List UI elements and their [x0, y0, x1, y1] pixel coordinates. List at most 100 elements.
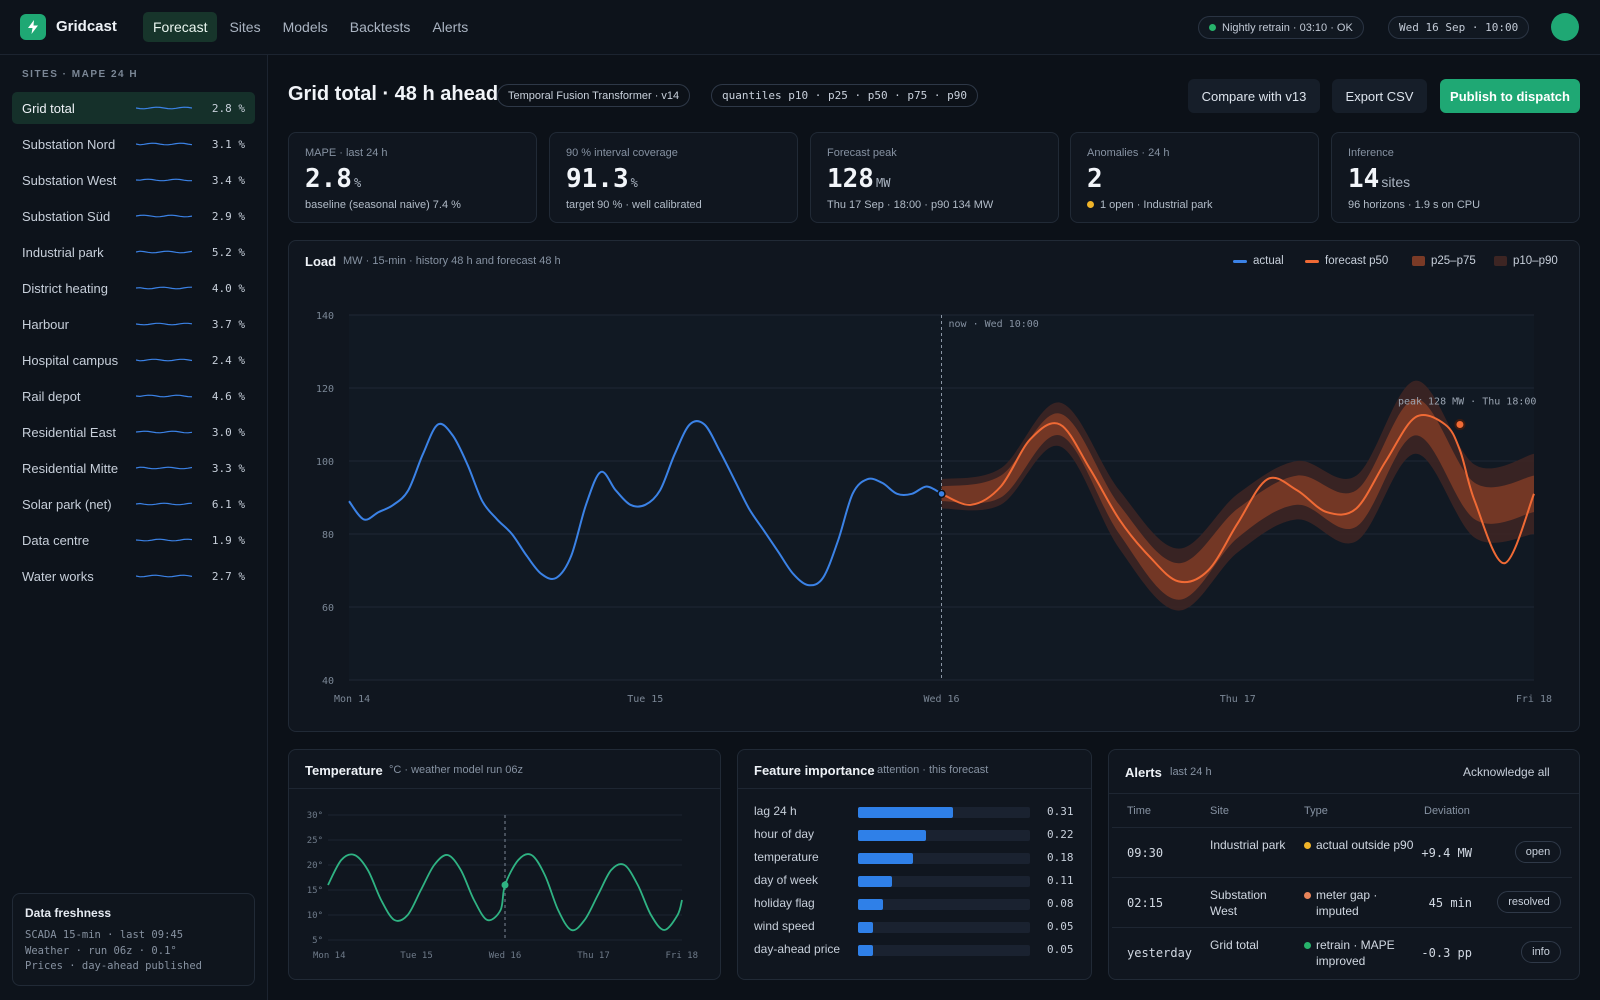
kpi-value: 2: [1087, 164, 1103, 194]
site-mape-value: 6.1 %: [211, 497, 245, 511]
feature-row: lag 24 h 0.31: [754, 801, 1074, 823]
feature-row: temperature 0.18: [754, 847, 1074, 869]
column-header-site[interactable]: Site: [1210, 805, 1229, 817]
feature-bar: [858, 899, 883, 910]
nav-models[interactable]: Models: [282, 19, 328, 35]
sidebar-item-site[interactable]: Rail depot 4.6 %: [12, 380, 255, 412]
kpi-value: 128 MW: [827, 164, 891, 194]
sidebar-item-site[interactable]: Substation West 3.4 %: [12, 164, 255, 196]
legend-p25-p75[interactable]: p25–p75: [1412, 255, 1476, 267]
kpi-inference: Inference 14 sites 96 horizons · 1.9 s on…: [1331, 132, 1580, 223]
sparkline: [136, 142, 192, 146]
nav-forecast[interactable]: Forecast: [143, 12, 218, 42]
status-badge[interactable]: resolved: [1497, 891, 1561, 913]
legend-p10-p90[interactable]: p10–p90: [1494, 255, 1558, 267]
peak-label: peak 128 MW · Thu 18:00: [1398, 397, 1536, 408]
sidebar-item-site[interactable]: Harbour 3.7 %: [12, 308, 255, 340]
sparkline: [136, 250, 192, 254]
retrain-status-pill[interactable]: Nightly retrain · 03:10 · OK: [1198, 16, 1364, 39]
site-name: Data centre: [22, 532, 90, 548]
feature-bar: [858, 945, 874, 956]
column-header-time[interactable]: Time: [1127, 805, 1152, 817]
sidebar-item-site[interactable]: District heating 4.0 %: [12, 272, 255, 304]
legend-swatch: [1412, 256, 1425, 266]
compare-button[interactable]: Compare with v13: [1188, 79, 1320, 113]
y-tick-label: 40: [322, 676, 334, 687]
load-chart[interactable]: 40 60 80 100 120 140 Mon 14 Tue 15 Wed 16 Thu 17 F…: [289, 290, 1579, 715]
user-avatar[interactable]: [1551, 13, 1579, 41]
site-mape-value: 2.9 %: [211, 209, 245, 223]
column-header-type[interactable]: Type: [1304, 805, 1328, 817]
legend-actual[interactable]: actual: [1233, 255, 1284, 267]
legend-forecast-p50[interactable]: forecast p50: [1305, 255, 1388, 267]
kpi-label: Anomalies · 24 h: [1087, 147, 1170, 159]
feature-value: 0.05: [1047, 920, 1074, 933]
legend-swatch: [1494, 256, 1507, 266]
status-badge[interactable]: info: [1521, 941, 1561, 963]
feature-bar: [858, 876, 892, 887]
sidebar-item-site[interactable]: Hospital campus 2.4 %: [12, 344, 255, 376]
peak-marker: [1454, 419, 1466, 430]
feature-row: day-ahead price 0.05: [754, 939, 1074, 961]
table-row[interactable]: 09:30 Industrial park actual outside p90 +9…: [1112, 827, 1572, 877]
x-tick-label: Mon 14: [334, 694, 370, 705]
site-mape-value: 2.7 %: [211, 569, 245, 583]
sparkline: [136, 394, 192, 398]
quantiles-chip[interactable]: quantiles p10 · p25 · p50 · p75 · p90: [711, 84, 979, 107]
freshness-scada: SCADA 15-min · last 09:45: [25, 929, 184, 941]
band-p25-p75: [941, 398, 1534, 600]
site-name: Harbour: [22, 316, 69, 332]
sidebar-item-site[interactable]: Solar park (net) 6.1 %: [12, 488, 255, 520]
sidebar-item-site[interactable]: Water works 2.7 %: [12, 560, 255, 592]
sidebar-item-site[interactable]: Data centre 1.9 %: [12, 524, 255, 556]
site-name: Grid total: [22, 100, 75, 116]
nav-sites[interactable]: Sites: [229, 19, 261, 35]
sidebar-item-site[interactable]: Residential East 3.0 %: [12, 416, 255, 448]
kpi-anomalies[interactable]: Anomalies · 24 h 2 1 open · Industrial p…: [1070, 132, 1319, 223]
site-name: Substation Süd: [22, 208, 111, 224]
table-row[interactable]: yesterday Grid total retrain · MAPE improv…: [1112, 927, 1572, 977]
alerts-title: Alerts: [1125, 765, 1162, 780]
sidebar-heading: SITES · MAPE 24 H: [22, 69, 139, 80]
y-tick-label: 80: [322, 530, 334, 541]
alert-deviation: 45 min: [1428, 896, 1472, 910]
sidebar-item-site[interactable]: Substation Nord 3.1 %: [12, 128, 255, 160]
nav-alerts[interactable]: Alerts: [432, 19, 469, 35]
table-row[interactable]: 02:15 Substation West meter gap · imputed 4…: [1112, 877, 1572, 927]
column-header-deviation[interactable]: Deviation: [1424, 805, 1470, 817]
lightning-bolt-icon[interactable]: [20, 14, 46, 40]
status-badge[interactable]: open: [1515, 841, 1561, 863]
app-name[interactable]: Gridcast: [56, 18, 117, 35]
export-csv-button[interactable]: Export CSV: [1332, 79, 1427, 113]
retrain-status-text: Nightly retrain · 03:10 · OK: [1222, 21, 1353, 34]
sparkline: [136, 358, 192, 362]
data-freshness-card: Data freshness SCADA 15-min · last 09:45…: [12, 893, 255, 986]
sparkline: [136, 430, 192, 434]
feature-row: day of week 0.11: [754, 870, 1074, 892]
feature-label: temperature: [754, 850, 819, 864]
x-tick-label: Thu 17: [1220, 694, 1256, 705]
nav-backtests[interactable]: Backtests: [349, 19, 411, 35]
publish-button[interactable]: Publish to dispatch: [1440, 79, 1580, 113]
feature-value: 0.05: [1047, 943, 1074, 956]
sparkline: [136, 178, 192, 182]
acknowledge-all-button[interactable]: Acknowledge all: [1463, 765, 1550, 779]
model-chip[interactable]: Temporal Fusion Transformer · v14: [497, 84, 691, 107]
sparkline: [136, 538, 192, 542]
page-title: Grid total · 48 h ahead: [288, 83, 499, 105]
temperature-chart[interactable]: 5° 10° 15° 20° 25° 30° Mon 14 Tue 15 Wed 16 Thu 1…: [289, 800, 720, 975]
alert-time: yesterday: [1127, 946, 1193, 960]
freshness-weather: Weather · run 06z · 0.1°: [25, 944, 177, 957]
kpi-coverage: 90 % interval coverage 91.3% target 90 %…: [549, 132, 798, 223]
kpi-value: 14 sites: [1348, 164, 1411, 194]
load-panel-title: Load: [305, 254, 337, 269]
sidebar-item-site[interactable]: Substation Süd 2.9 %: [12, 200, 255, 232]
y-tick-label: 5°: [312, 936, 323, 946]
sidebar-item-site[interactable]: Industrial park 5.2 %: [12, 236, 255, 268]
sidebar-item-site[interactable]: Residential Mitte 3.3 %: [12, 452, 255, 484]
freshness-prices: Prices · day-ahead published: [25, 960, 203, 972]
sidebar-item-site[interactable]: Grid total 2.8 %: [12, 92, 255, 124]
data-freshness-title: Data freshness: [25, 906, 112, 920]
top-bar: Gridcast Forecast Sites Models Backtests…: [0, 0, 1600, 55]
now-dot: [937, 489, 946, 499]
